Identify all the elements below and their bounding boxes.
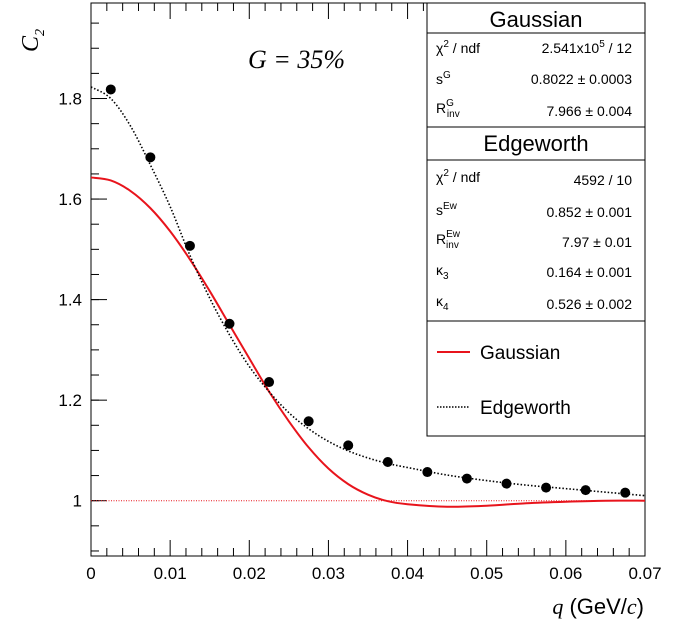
data-point	[224, 318, 235, 329]
svg-text:C2: C2	[18, 29, 48, 52]
data-point	[620, 487, 631, 498]
x-label-unit-var: c	[627, 594, 637, 619]
x-tick-label: 0.07	[628, 564, 661, 583]
stats-gaussian: Gaussian χ2 / ndf 2.541x105 / 12 sG 0.80…	[426, 2, 646, 128]
stats-edgeworth-title: Edgeworth	[483, 131, 588, 156]
data-point	[501, 478, 512, 489]
x-tick-label: 0.04	[391, 564, 424, 583]
data-point	[303, 416, 314, 427]
stats-gaussian-chi2-value: 2.541x105 / 12	[542, 39, 633, 56]
stats-edgeworth-chi2-label: χ2 / ndf	[436, 168, 480, 185]
x-tick-label: 0.02	[233, 564, 266, 583]
stats-gaussian-rinv-label: RG inv	[436, 98, 460, 120]
data-point	[541, 482, 552, 493]
data-point	[580, 485, 591, 496]
x-tick-label: 0	[86, 564, 95, 583]
stats-edgeworth-k4-value: 0.526 ± 0.002	[546, 296, 632, 312]
gaussian-curve	[90, 176, 646, 508]
data-point	[184, 240, 195, 251]
x-label-var: q	[552, 594, 563, 619]
stats-edgeworth-frame	[426, 126, 646, 322]
x-tick-label: 0.06	[549, 564, 582, 583]
legend-frame	[426, 320, 646, 437]
legend-gaussian-label: Gaussian	[480, 343, 560, 364]
stats-edgeworth-chi2-value: 4592 / 10	[574, 172, 633, 188]
legend: Gaussian Edgeworth	[426, 320, 646, 437]
stats-edgeworth-k3-value: 0.164 ± 0.001	[546, 264, 632, 280]
stats-gaussian-rinv-value: 7.966 ± 0.004	[546, 103, 632, 119]
data-point	[105, 84, 116, 95]
data-points	[105, 84, 631, 498]
y-axis-label: C2	[18, 29, 48, 52]
y-tick-label: 1.2	[58, 391, 82, 410]
x-axis-label: q (GeV/c)	[552, 594, 644, 619]
stats-gaussian-chi2-label: χ2 / ndf	[436, 39, 480, 56]
y-tick-label: 1	[73, 492, 82, 511]
stats-edgeworth: Edgeworth χ2 / ndf 4592 / 10 sEw 0.852 ±…	[426, 126, 646, 322]
y-tick-label: 1.4	[58, 291, 82, 310]
data-point	[382, 456, 393, 467]
y-label-base: C	[18, 35, 44, 52]
x-label-unit-close: )	[637, 594, 644, 619]
stats-edgeworth-rinv-label: REw inv	[436, 229, 461, 251]
stats-gaussian-title: Gaussian	[490, 7, 583, 32]
x-tick-label: 0.05	[470, 564, 503, 583]
y-label-sub: 2	[33, 29, 48, 36]
data-point	[343, 440, 354, 451]
x-label-unit-open: (GeV/	[569, 594, 627, 619]
legend-edgeworth-label: Edgeworth	[480, 398, 571, 419]
x-tick-label: 0.01	[154, 564, 187, 583]
y-tick-label: 1.8	[58, 90, 82, 109]
stats-edgeworth-rinv-value: 7.97 ± 0.01	[562, 234, 632, 250]
data-point	[264, 377, 275, 388]
x-tick-label: 0.03	[312, 564, 345, 583]
data-point	[422, 467, 433, 478]
tick-labels: 0 0.01 0.02 0.03 0.04 0.05 0.06 0.07 1 1.2 1.4 1.6 1…	[58, 90, 661, 583]
annotation-label: G = 35%	[248, 45, 345, 74]
stats-gaussian-s-value: 0.8022 ± 0.0003	[531, 71, 632, 87]
data-point	[461, 473, 472, 484]
stats-edgeworth-s-value: 0.852 ± 0.001	[546, 204, 632, 220]
data-point	[145, 152, 156, 163]
axis-ticks	[90, 3, 646, 556]
y-tick-label: 1.6	[58, 190, 82, 209]
